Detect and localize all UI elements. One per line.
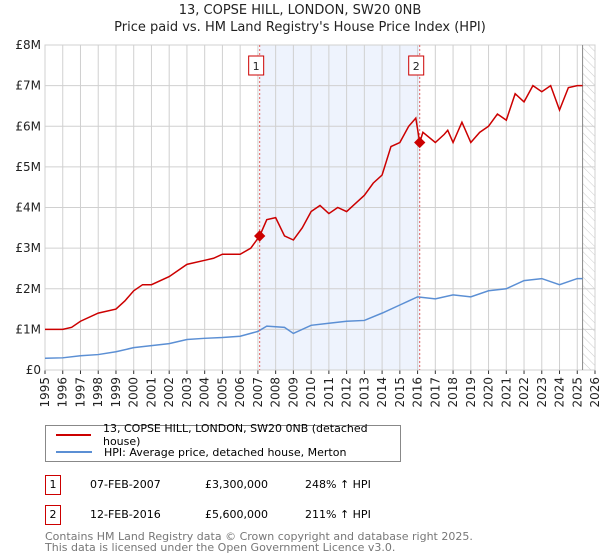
- x-tick-label: 2015: [393, 377, 407, 408]
- sale-badge: 1: [45, 475, 61, 495]
- y-tick-label: £1M: [15, 322, 41, 336]
- x-tick-label: 2019: [464, 377, 478, 408]
- x-tick-label: 2000: [127, 377, 141, 408]
- x-tick-label: 2005: [215, 377, 229, 408]
- x-tick-label: 2004: [198, 377, 212, 408]
- y-tick-label: £6M: [15, 119, 41, 133]
- legend-item-property: 13, COPSE HILL, LONDON, SW20 0NB (detach…: [56, 422, 400, 448]
- x-tick-label: 2011: [322, 377, 336, 408]
- x-tick-label: 2010: [304, 377, 318, 408]
- x-tick-label: 2025: [570, 377, 584, 408]
- x-tick-label: 2016: [411, 377, 425, 408]
- hpi-line: [44, 277, 583, 359]
- sale-point: [414, 136, 426, 149]
- footer-line: Contains HM Land Registry data © Crown c…: [45, 530, 473, 543]
- x-tick-label: 2014: [375, 377, 389, 408]
- x-tick-label: 2018: [446, 377, 460, 408]
- sale-row: 2 12-FEB-2016 £5,600,000 211% ↑ HPI: [45, 505, 545, 525]
- y-tick-label: £8M: [15, 38, 41, 52]
- x-tick-label: 1998: [91, 377, 105, 408]
- x-tick-label: 2008: [269, 377, 283, 408]
- x-tick-label: 1999: [109, 377, 123, 408]
- sale-annotation-label: 1: [253, 60, 260, 73]
- x-tick-label: 2003: [180, 377, 194, 408]
- x-tick-label: 2013: [357, 377, 371, 408]
- price-chart: 1995 1996 1997 1998 1999 2000 2001 2002 2003 2004…: [15, 38, 600, 408]
- x-tick-label: 2006: [233, 377, 247, 408]
- sale-badge: 2: [45, 505, 61, 525]
- x-tick-label: 2002: [162, 377, 176, 408]
- y-tick-label: £4M: [15, 201, 41, 215]
- x-tick-label: 2009: [286, 377, 300, 408]
- sale-annotation-label: 2: [413, 60, 420, 73]
- sale-price: £5,600,000: [205, 508, 268, 521]
- x-tick-label: 2022: [517, 377, 531, 408]
- y-tick-label: £2M: [15, 282, 41, 296]
- sale-date: 07-FEB-2007: [90, 478, 161, 491]
- sale-date: 12-FEB-2016: [90, 508, 161, 521]
- property-price-line: [45, 84, 583, 331]
- sale-annotation-box: [248, 55, 265, 76]
- y-tick-label: £7M: [15, 79, 41, 93]
- y-tick-label: £0: [26, 363, 41, 377]
- sale-hpi: 211% ↑ HPI: [305, 508, 371, 521]
- chart-title: 13, COPSE HILL, LONDON, SW20 0NB: [178, 3, 422, 18]
- x-tick-label: 2012: [340, 377, 354, 408]
- x-tick-label: 2001: [144, 377, 158, 408]
- x-tick-label: 2026: [588, 377, 600, 408]
- legend: 13, COPSE HILL, LONDON, SW20 0NB (detach…: [45, 422, 401, 462]
- x-tick-label: 1997: [73, 377, 87, 408]
- chart-subtitle: Price paid vs. HM Land Registry's House …: [114, 20, 486, 35]
- x-tick-label: 2023: [535, 377, 549, 408]
- legend-swatch-red: [56, 434, 91, 436]
- x-tick-label: 2007: [251, 377, 265, 408]
- x-tick-label: 2024: [553, 377, 567, 408]
- legend-swatch-blue: [56, 451, 92, 453]
- x-tick-label: 1996: [56, 377, 70, 408]
- sale-hpi: 248% ↑ HPI: [305, 478, 371, 491]
- legend-label: HPI: Average price, detached house, Mert…: [104, 445, 347, 459]
- y-tick-label: £5M: [15, 160, 41, 174]
- sale-annotation-box: [408, 55, 425, 76]
- sale-price: £3,300,000: [205, 478, 268, 491]
- y-tick-label: £3M: [15, 241, 41, 255]
- footer-line: This data is licensed under the Open Gov…: [45, 541, 396, 554]
- legend-item-hpi: HPI: Average price, detached house, Mert…: [56, 444, 346, 460]
- legend-label: 13, COPSE HILL, LONDON, SW20 0NB (detach…: [102, 422, 368, 448]
- x-tick-label: 2020: [482, 377, 496, 408]
- sale-row: 1 07-FEB-2007 £3,300,000 248% ↑ HPI: [45, 475, 545, 495]
- x-tick-label: 2021: [499, 377, 513, 408]
- x-tick-label: 1995: [38, 377, 52, 408]
- plot-border: [44, 44, 596, 371]
- x-tick-label: 2017: [428, 377, 442, 408]
